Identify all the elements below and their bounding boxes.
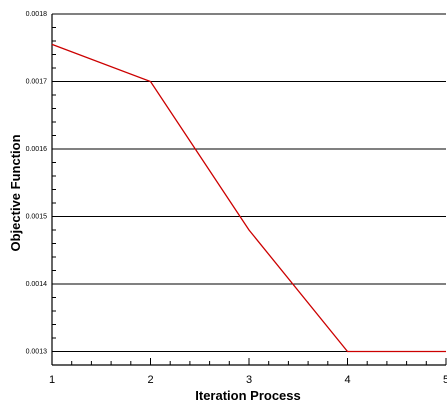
x-tick-label: 1 bbox=[49, 374, 55, 386]
series-line bbox=[51, 43, 446, 353]
tick-marks bbox=[51, 13, 447, 366]
x-tick-labels: 1 2 3 4 5 bbox=[49, 374, 447, 386]
x-tick-label: 2 bbox=[147, 374, 153, 386]
x-tick-label: 3 bbox=[246, 374, 252, 386]
y-tick-label: 0.0018 bbox=[26, 11, 48, 18]
x-axis-title: Iteration Process bbox=[195, 388, 301, 403]
series-group bbox=[51, 43, 447, 353]
y-tick-labels: 0.0013 0.0014 0.0015 0.0016 0.0017 0.0018 bbox=[26, 11, 48, 356]
grid-lines bbox=[52, 13, 446, 352]
y-tick-label: 0.0014 bbox=[26, 281, 48, 288]
y-tick-label: 0.0013 bbox=[26, 349, 48, 356]
x-tick-label: 5 bbox=[443, 374, 447, 386]
y-axis-title: Objective Function bbox=[8, 134, 23, 251]
y-tick-label: 0.0017 bbox=[26, 79, 48, 86]
y-tick-label: 0.0016 bbox=[26, 146, 48, 153]
y-tick-label: 0.0015 bbox=[26, 214, 48, 221]
x-tick-label: 4 bbox=[344, 374, 350, 386]
